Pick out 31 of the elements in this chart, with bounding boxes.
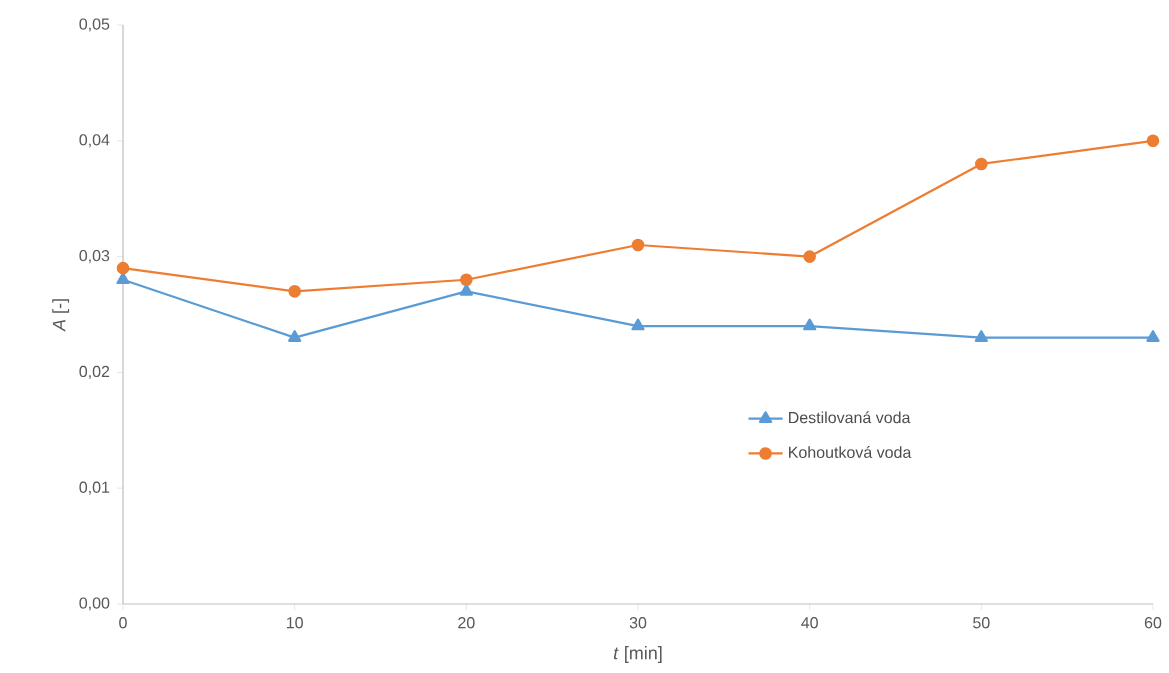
legend-label: Destilovaná voda	[789, 411, 911, 424]
x-tick-label: 0	[119, 617, 127, 629]
y-tick-label: 0,00	[79, 597, 110, 611]
point	[631, 238, 645, 252]
x-tick-label: 10	[286, 617, 303, 629]
x-tick-label: 30	[629, 617, 647, 629]
legend-label: Kohoutková voda	[789, 446, 912, 459]
point	[975, 157, 988, 171]
y-tick-label: 0,02	[79, 365, 110, 379]
point	[803, 318, 817, 331]
x-tick-label: 60	[1144, 617, 1162, 629]
x-tick-label: 20	[458, 617, 475, 629]
x-tick-label: 50	[973, 617, 990, 629]
point	[460, 273, 473, 287]
point	[288, 330, 302, 342]
y-tick-label: 0,05	[79, 18, 110, 32]
y-tick-label: 0,04	[79, 134, 110, 148]
point	[116, 261, 130, 275]
point	[288, 285, 301, 298]
point	[116, 272, 130, 285]
y-axis-title: A [-]	[52, 299, 70, 332]
point	[631, 318, 645, 331]
point	[1146, 134, 1160, 148]
point	[974, 330, 988, 342]
x-axis-title: t [min]	[614, 646, 662, 663]
point	[1146, 330, 1160, 342]
point	[803, 250, 816, 263]
x-tick-label: 40	[801, 617, 818, 629]
point	[459, 283, 473, 296]
y-tick-label: 0,03	[79, 249, 110, 264]
y-tick-label: 0,01	[79, 481, 110, 495]
